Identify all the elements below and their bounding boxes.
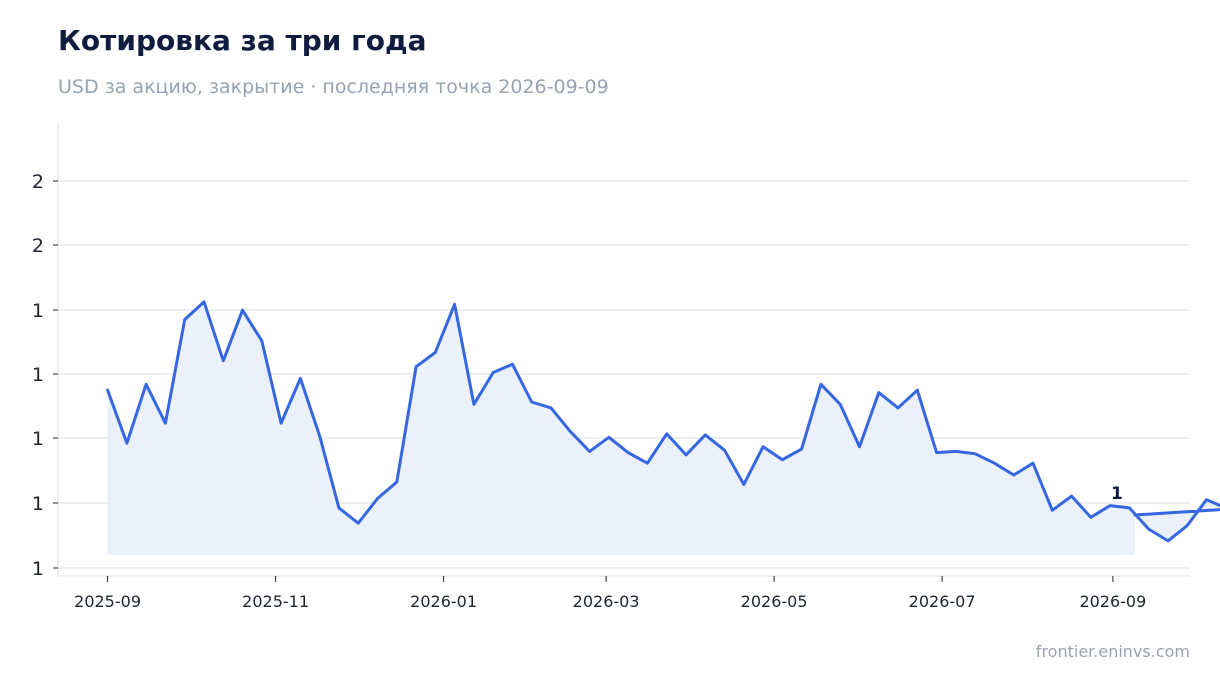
last-value-label: 1 xyxy=(1111,484,1123,504)
y-tick-label: 1 xyxy=(32,558,44,580)
source-link[interactable]: frontier.eninvs.com xyxy=(1035,642,1190,661)
x-tick-label: 2026-05 xyxy=(741,592,808,611)
y-tick-label: 1 xyxy=(32,364,44,386)
y-tick-label: 1 xyxy=(32,300,44,322)
chart-subtitle: USD за акцию, закрытие · последняя точка… xyxy=(58,76,609,98)
chart-title: Котировка за три года xyxy=(58,24,427,57)
x-tick-label: 2026-01 xyxy=(410,592,477,611)
x-tick-label: 2025-11 xyxy=(242,592,309,611)
y-tick-label: 1 xyxy=(32,428,44,450)
price-area xyxy=(107,301,1220,555)
x-tick-label: 2026-09 xyxy=(1079,592,1146,611)
x-axis-ticks: 2025-09 2025-11 2026-01 2026-03 2026-05 2026-… xyxy=(74,576,1146,611)
y-tick-label: 1 xyxy=(32,493,44,515)
y-tick-label: 2 xyxy=(32,171,44,193)
y-tick-label: 2 xyxy=(32,235,44,257)
x-tick-label: 2026-03 xyxy=(573,592,640,611)
x-tick-label: 2026-07 xyxy=(909,592,976,611)
price-line xyxy=(106,300,1220,543)
y-axis-ticks: 1 1 1 1 1 2 2 xyxy=(32,171,58,580)
axes xyxy=(57,123,1190,577)
x-tick-label: 2025-09 xyxy=(74,592,141,611)
